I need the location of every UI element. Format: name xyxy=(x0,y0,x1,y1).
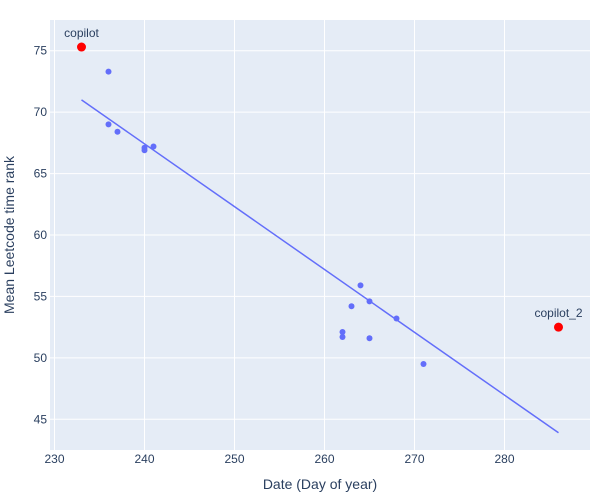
tick-labels: 230 240 250 260 270 280 45 50 55 60 65 70 75 xyxy=(34,44,515,466)
highlight-point xyxy=(77,42,86,52)
x-tick-label: 250 xyxy=(224,452,244,466)
x-tick-label: 240 xyxy=(134,452,154,466)
x-tick-label: 260 xyxy=(314,452,334,466)
annotation-label: copilot_2 xyxy=(534,306,582,320)
x-tick-label: 230 xyxy=(44,452,64,466)
data-point xyxy=(339,333,346,340)
data-point xyxy=(366,298,373,305)
data-point xyxy=(141,147,148,154)
y-tick-label: 50 xyxy=(34,351,48,365)
data-point xyxy=(357,282,364,289)
y-tick-label: 75 xyxy=(34,44,48,58)
data-point xyxy=(420,361,427,367)
grid-lines xyxy=(50,20,590,450)
y-tick-label: 60 xyxy=(34,228,48,242)
x-tick-label: 280 xyxy=(494,452,514,466)
y-tick-label: 70 xyxy=(34,105,48,119)
data-point xyxy=(105,68,112,75)
y-tick-label: 55 xyxy=(34,289,48,303)
annotation-label: copilot xyxy=(64,26,99,40)
data-point xyxy=(366,335,373,342)
data-point xyxy=(393,315,400,322)
y-tick-label: 65 xyxy=(34,167,48,181)
x-tick-label: 270 xyxy=(404,452,424,466)
trend-line xyxy=(81,99,559,434)
data-point xyxy=(339,329,346,336)
data-point xyxy=(105,121,112,128)
annotations: copilot copilot_2 xyxy=(64,26,583,320)
data-marks xyxy=(77,42,563,434)
data-point xyxy=(150,143,157,150)
y-axis-title: Mean Leetcode time rank xyxy=(1,155,17,314)
data-point xyxy=(114,128,121,135)
highlight-point xyxy=(554,322,563,332)
data-point xyxy=(348,303,355,310)
x-axis-title: Date (Day of year) xyxy=(263,476,377,492)
y-tick-label: 45 xyxy=(34,412,48,426)
